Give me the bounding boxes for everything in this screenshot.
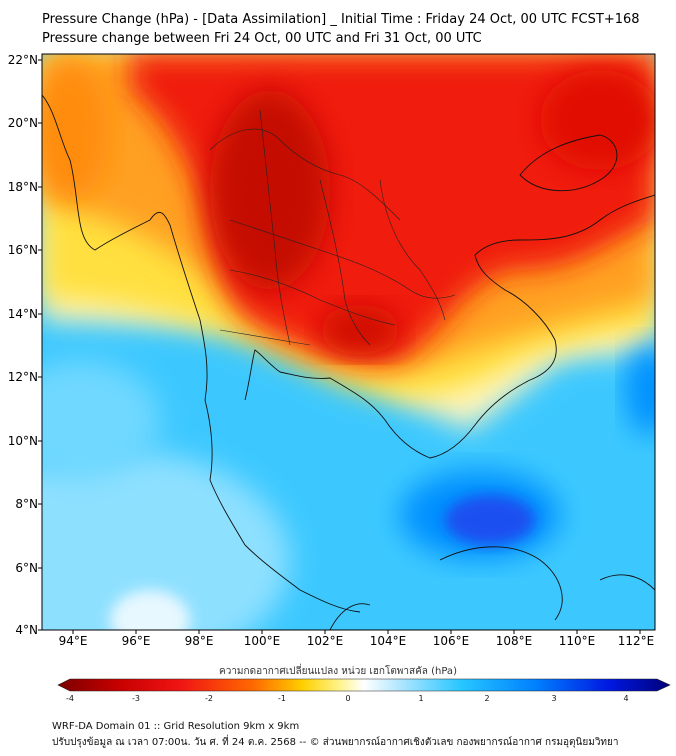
coastlines — [42, 94, 655, 630]
colorbar-title: ความกดอากาศเปลี่ยนแปลง หน่วย เฮกโตพาสคัล… — [219, 666, 457, 677]
colorbar-tick: 0 — [345, 694, 351, 703]
footer-credits: ปรับปรุงข้อมูล ณ เวลา 07:00น. วัน ศ. ที่… — [52, 737, 619, 748]
colorbar — [57, 678, 671, 692]
colorbar-tick: 2 — [484, 694, 490, 703]
lat-label: 6°N — [15, 561, 38, 575]
footer-model-info: WRF-DA Domain 01 :: Grid Resolution 9km … — [52, 721, 300, 732]
colorbar-tick: -1 — [278, 694, 286, 703]
pressure-field — [42, 54, 655, 630]
lat-label: 12°N — [7, 370, 38, 384]
lon-label: 108°E — [495, 634, 533, 648]
colorbar-tick: -4 — [66, 694, 74, 703]
lon-label: 96°E — [121, 634, 151, 648]
lat-label: 16°N — [7, 243, 38, 257]
lon-label: 104°E — [369, 634, 407, 648]
colorbar-tick: 4 — [623, 694, 629, 703]
map-subtitle: Pressure change between Fri 24 Oct, 00 U… — [42, 31, 482, 46]
lon-label: 102°E — [306, 634, 344, 648]
lat-label: 18°N — [7, 180, 38, 194]
colorbar-tick: -2 — [205, 694, 213, 703]
lat-label: 4°N — [15, 623, 38, 637]
lat-label: 10°N — [7, 434, 38, 448]
lon-label: 112°E — [617, 634, 655, 648]
lat-label: 20°N — [7, 116, 38, 130]
map-title: Pressure Change (hPa) - [Data Assimilati… — [42, 12, 640, 27]
lon-label: 100°E — [243, 634, 281, 648]
colorbar-tick: -3 — [132, 694, 140, 703]
colorbar-tick: 3 — [551, 694, 557, 703]
colorbar-tick: 1 — [418, 694, 424, 703]
lat-label: 14°N — [7, 307, 38, 321]
lon-label: 106°E — [432, 634, 470, 648]
lon-label: 94°E — [58, 634, 88, 648]
lat-label: 22°N — [7, 53, 38, 67]
map-frame — [41, 53, 656, 631]
lat-label: 8°N — [15, 497, 38, 511]
provincial-borders — [209, 109, 456, 346]
lon-label: 110°E — [558, 634, 596, 648]
axis-ticks — [38, 59, 641, 634]
lon-label: 98°E — [184, 634, 214, 648]
